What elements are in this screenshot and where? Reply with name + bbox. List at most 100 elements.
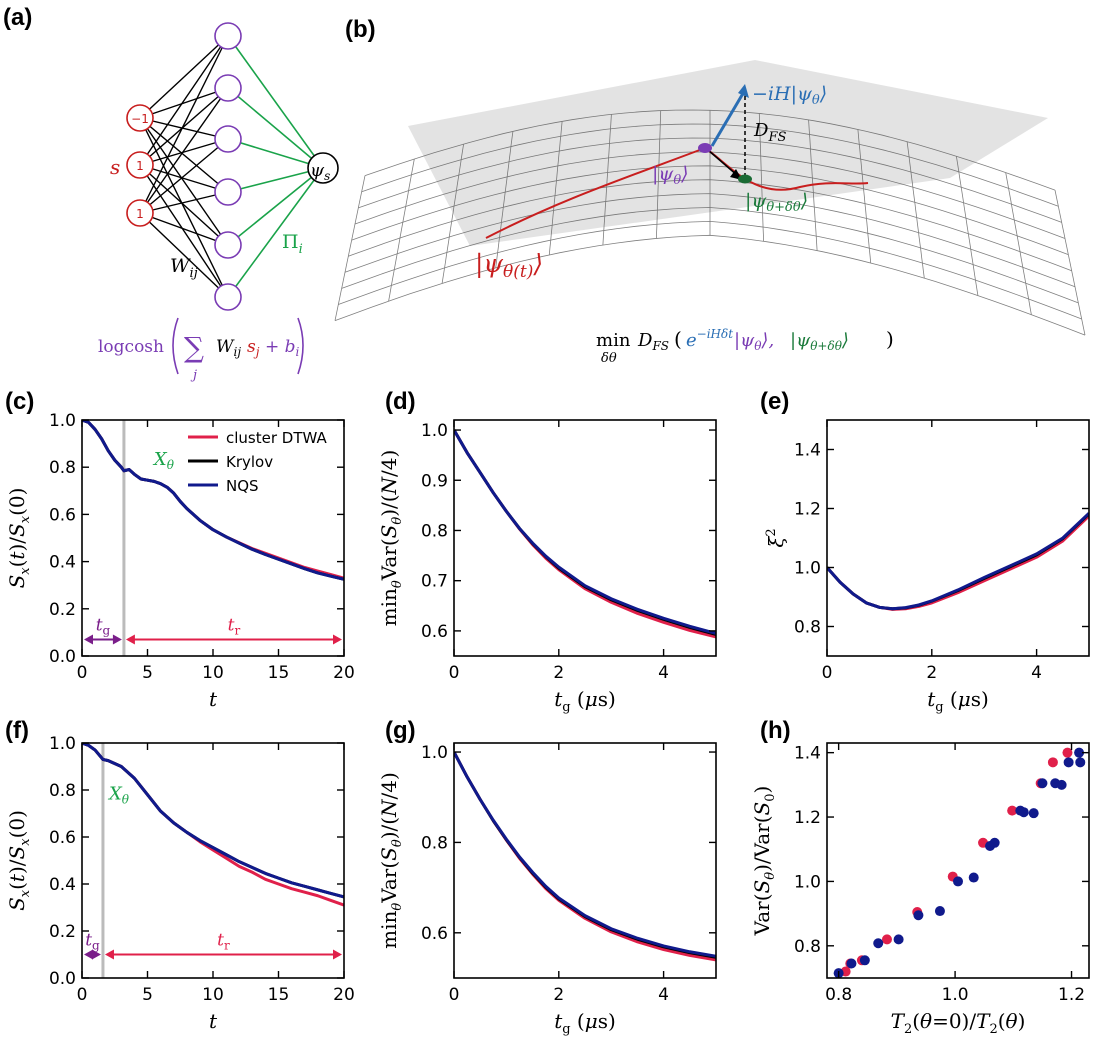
mesh-line [351,165,1069,255]
psi-theta-point [698,143,712,153]
input-node-value: −1 [131,112,149,126]
x-tick-label: 2 [553,663,564,683]
input-node-value: 1 [136,207,144,221]
plot-panel-e: 0 2 4 0.8 1.0 1.2 1.4 tg (μs) ξ2 [764,419,1090,715]
x-tick-label: 1.2 [1058,985,1085,1005]
panel-label-b: (b) [345,16,376,43]
y-axis-label: Sx(t)/Sx(0) [5,488,33,589]
formula-dfs: DFS [637,330,669,353]
manifold-mesh [334,109,1086,336]
mesh-line [338,220,1082,320]
y-tick-label: 0.6 [49,828,76,848]
y-tick-label: 1.4 [794,441,821,461]
weight-edge [139,138,229,166]
series-line-cluster-dtwa [454,429,716,639]
psi-theta-dtheta-point [738,174,752,184]
w-ij-label: Wij [170,255,198,281]
gate-annotation: Xθ [107,783,130,806]
data-point-nqs [1075,757,1086,768]
interval-label: tg [96,615,111,637]
mesh-line [857,129,872,264]
weight-edge [139,117,229,298]
weight-edge [139,117,229,140]
network-edges [139,35,324,298]
min-subscript: δθ [601,351,617,366]
formula-right-paren [297,317,304,375]
h-vector-arrowhead [738,84,749,98]
x-tick-label: 5 [142,663,153,683]
interval-arrowhead [112,634,122,645]
fs-formula: min δθ DFS ( e−iHδt |ψθ⟩, |ψθ+δθ⟩ ) [596,327,894,366]
y-tick-label: 0.0 [49,969,76,989]
data-point-nqs [1037,778,1048,789]
x-tick-label: 10 [202,663,224,683]
weight-edge [139,212,229,246]
x-tick-label: 15 [268,985,290,1005]
data-point-nqs [968,872,979,883]
data-point-nqs [893,934,904,945]
data-point-nqs [859,955,870,966]
mesh-line [341,207,1079,304]
weight-edge [139,164,229,298]
weight-edge [139,35,229,214]
plot-panel-g: 0 2 4 0.6 0.8 1.0 tg (μs) minθVar(Sθ)/(N/4) [377,742,717,1037]
y-tick-label: 0.0 [49,647,76,667]
series-group [454,429,716,639]
data-point-nqs [873,938,884,949]
panel-label-a: (a) [3,4,32,31]
h-vector-arrow [710,89,747,147]
hidden-node [214,22,242,50]
series-line-nqs [454,429,716,635]
y-tick-label: 0.8 [421,833,448,853]
data-point-cluster-dtwa [1047,757,1058,768]
y-axis-label: minθVar(Sθ)/(N/4) [377,450,405,627]
mesh-line [602,114,612,246]
y-axis-label: minθVar(Sθ)/(N/4) [377,772,405,949]
input-node [126,104,154,132]
plot-frame [81,742,345,979]
mesh-line [348,179,1072,272]
input-node-value: 1 [136,159,144,173]
y-tick-label: 1.2 [794,500,821,520]
plot-frame [453,742,717,979]
interval-arrowhead [84,634,93,645]
hidden-node [214,231,242,259]
x-tick-label: 0 [449,985,460,1005]
output-edge [227,138,324,169]
weight-edge [139,117,229,246]
weight-edge [139,212,229,298]
series-line-krylov [454,751,716,959]
x-tick-label: 20 [333,663,355,683]
interval-label: tr [217,931,230,953]
y-tick-label: 0.2 [49,922,76,942]
x-axis-label: T2(θ=0)/T2(θ) [891,1009,1026,1037]
formula-left-paren [172,317,179,375]
formula-psi-theta-dtheta: |ψθ+δθ⟩ [790,330,849,353]
hidden-node [214,125,242,153]
interval-arrowhead [84,949,93,960]
panel-label-c: (c) [5,388,34,415]
x-axis-label: tg (μs) [927,687,989,715]
y-axis-label: Var(Sθ)/Var(S0) [750,786,778,937]
plot-frame [81,419,345,657]
y-tick-label: 0.8 [794,937,821,957]
series-line-krylov [454,429,716,636]
gate-annotation: Xθ [152,449,175,472]
panel-label-h: (h) [760,717,791,744]
x-tick-label: 20 [333,985,355,1005]
logcosh-prefix: logcosh [98,337,164,357]
output-edge [227,87,324,169]
weight-edge [139,87,229,119]
formula-s: sj [247,337,260,359]
y-tick-label: 1.0 [421,421,448,441]
data-point-nqs [1063,757,1074,768]
output-edge [227,167,324,298]
mesh-line [334,175,366,321]
panel-label-g: (g) [385,717,416,744]
data-point-cluster-dtwa [1007,805,1018,816]
hidden-node [214,178,242,206]
weight-edge [139,35,229,166]
network-nodes: −1 1 1 [126,22,339,311]
mesh-line [656,110,662,239]
psi-s-label: ψs [310,160,330,183]
